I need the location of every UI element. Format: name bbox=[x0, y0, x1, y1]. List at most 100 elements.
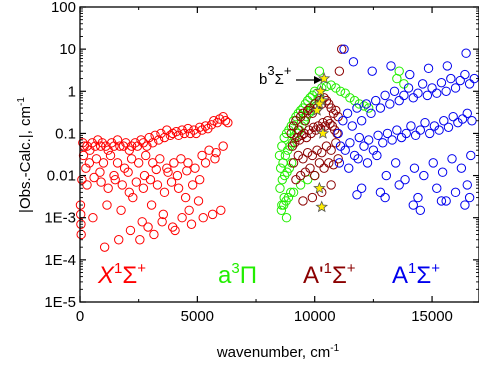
y-tick-label: 1 bbox=[68, 83, 76, 100]
data-point bbox=[298, 196, 308, 206]
data-point bbox=[439, 116, 449, 126]
star-point bbox=[313, 97, 326, 110]
data-point bbox=[453, 117, 463, 128]
data-point bbox=[138, 138, 149, 148]
data-point bbox=[392, 125, 402, 135]
series-3 bbox=[333, 44, 479, 215]
data-point bbox=[420, 117, 430, 128]
data-point bbox=[96, 177, 106, 187]
data-point bbox=[345, 138, 355, 148]
series-label-x1sigma: X1Σ+ bbox=[97, 260, 146, 289]
y-axis-title: |Obs.-Calc.|, cm-1 bbox=[16, 97, 34, 213]
data-point bbox=[179, 128, 190, 139]
data-point bbox=[467, 116, 477, 126]
data-point bbox=[172, 170, 183, 181]
data-point bbox=[336, 44, 347, 54]
data-point bbox=[274, 150, 285, 161]
y-tick-label: 10 bbox=[59, 41, 76, 58]
data-point bbox=[353, 154, 363, 164]
data-point bbox=[106, 138, 117, 148]
data-point bbox=[352, 190, 362, 200]
data-point bbox=[158, 209, 169, 220]
data-point bbox=[110, 174, 120, 185]
data-point bbox=[408, 200, 418, 210]
data-point bbox=[335, 86, 346, 96]
data-point bbox=[173, 130, 184, 141]
data-point bbox=[218, 141, 228, 151]
data-point bbox=[461, 48, 471, 58]
data-point bbox=[372, 150, 382, 161]
data-point bbox=[184, 205, 194, 215]
data-points bbox=[75, 44, 479, 252]
data-point bbox=[305, 163, 315, 173]
data-point bbox=[310, 170, 320, 181]
data-point bbox=[446, 73, 456, 84]
data-point bbox=[371, 95, 381, 106]
data-point bbox=[211, 147, 221, 158]
data-point bbox=[279, 170, 290, 181]
y-tick-label: 1E-3 bbox=[44, 210, 76, 227]
data-point bbox=[302, 105, 313, 116]
data-point bbox=[386, 61, 396, 71]
data-point bbox=[308, 122, 319, 132]
data-point bbox=[434, 125, 444, 135]
data-point bbox=[385, 99, 395, 109]
data-point bbox=[373, 130, 383, 141]
data-point bbox=[82, 180, 92, 190]
data-point bbox=[345, 93, 355, 103]
data-point bbox=[366, 108, 376, 119]
data-point bbox=[190, 163, 200, 173]
data-point bbox=[126, 141, 137, 151]
data-point bbox=[275, 183, 285, 193]
data-point bbox=[423, 63, 434, 74]
star-point bbox=[317, 71, 331, 84]
data-point bbox=[78, 150, 89, 161]
y-tick-label: 100 bbox=[51, 0, 76, 16]
star-point bbox=[310, 103, 324, 116]
data-point bbox=[153, 135, 164, 145]
data-point bbox=[301, 111, 312, 122]
data-point bbox=[277, 141, 287, 151]
data-point bbox=[442, 61, 453, 71]
data-point bbox=[195, 174, 205, 185]
data-point bbox=[297, 130, 307, 141]
data-point bbox=[354, 132, 364, 143]
data-point bbox=[91, 154, 102, 164]
data-point bbox=[295, 170, 306, 181]
data-point bbox=[425, 128, 435, 139]
data-point bbox=[180, 192, 191, 203]
data-point bbox=[340, 88, 350, 98]
data-point bbox=[333, 128, 343, 139]
y-tick-label: 0.01 bbox=[47, 168, 76, 185]
data-point bbox=[462, 108, 472, 119]
data-point bbox=[139, 170, 150, 181]
data-point bbox=[159, 187, 170, 198]
data-point bbox=[419, 170, 429, 181]
data-point bbox=[460, 69, 470, 80]
data-point bbox=[347, 121, 357, 131]
data-point bbox=[89, 172, 99, 183]
data-point bbox=[363, 135, 374, 145]
data-point bbox=[88, 213, 98, 223]
data-point bbox=[183, 158, 193, 168]
series-2 bbox=[286, 44, 347, 206]
data-point bbox=[331, 138, 341, 148]
data-point bbox=[389, 86, 400, 96]
data-point bbox=[326, 145, 336, 155]
data-point bbox=[325, 119, 335, 129]
data-point bbox=[149, 229, 159, 240]
data-point bbox=[406, 121, 416, 131]
data-point bbox=[285, 141, 295, 151]
data-point bbox=[295, 180, 306, 190]
series-0 bbox=[75, 111, 233, 252]
data-point bbox=[287, 141, 298, 151]
data-point bbox=[98, 158, 109, 168]
data-point bbox=[133, 158, 144, 168]
data-point bbox=[317, 147, 327, 158]
data-point bbox=[450, 83, 461, 93]
data-point bbox=[115, 141, 125, 151]
data-point bbox=[102, 200, 112, 210]
data-point bbox=[300, 116, 311, 126]
data-point bbox=[84, 158, 95, 168]
data-point bbox=[413, 88, 423, 98]
